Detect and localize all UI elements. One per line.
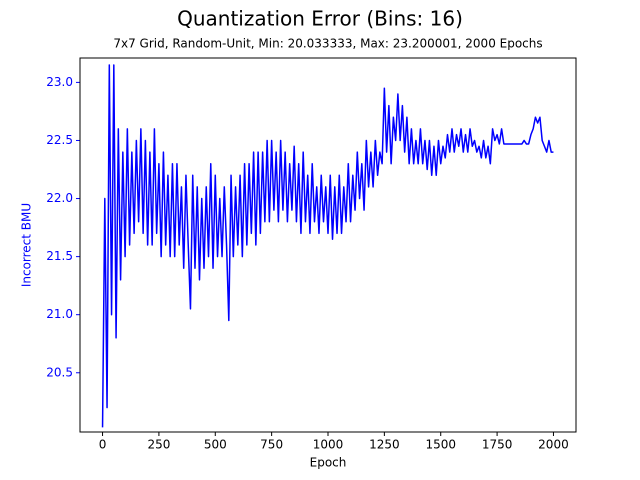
- chart-subtitle: 7x7 Grid, Random-Unit, Min: 20.033333, M…: [113, 37, 542, 51]
- x-tick-label: 250: [147, 438, 170, 452]
- x-tick-label: 750: [260, 438, 283, 452]
- x-tick-label: 1500: [425, 438, 456, 452]
- line-series: [101, 64, 554, 428]
- x-tick-label: 500: [204, 438, 227, 452]
- x-tick-label: 1000: [313, 438, 344, 452]
- plot-frame: [79, 57, 577, 433]
- y-tick-label: 21.5: [46, 249, 73, 263]
- y-tick-label: 23.0: [46, 75, 73, 89]
- y-tick-label: 20.5: [46, 365, 73, 379]
- y-tick-label: 22.5: [46, 133, 73, 147]
- y-tick-label: 21.0: [46, 307, 73, 321]
- chart-title: Quantization Error (Bins: 16): [177, 7, 463, 31]
- x-axis-label: Epoch: [310, 456, 347, 470]
- y-axis-label: Incorrect BMU: [20, 203, 34, 287]
- x-tick-label: 1250: [369, 438, 400, 452]
- x-tick-label: 0: [99, 438, 107, 452]
- y-tick-label: 22.0: [46, 191, 73, 205]
- x-tick-label: 2000: [538, 438, 569, 452]
- x-tick-label: 1750: [482, 438, 513, 452]
